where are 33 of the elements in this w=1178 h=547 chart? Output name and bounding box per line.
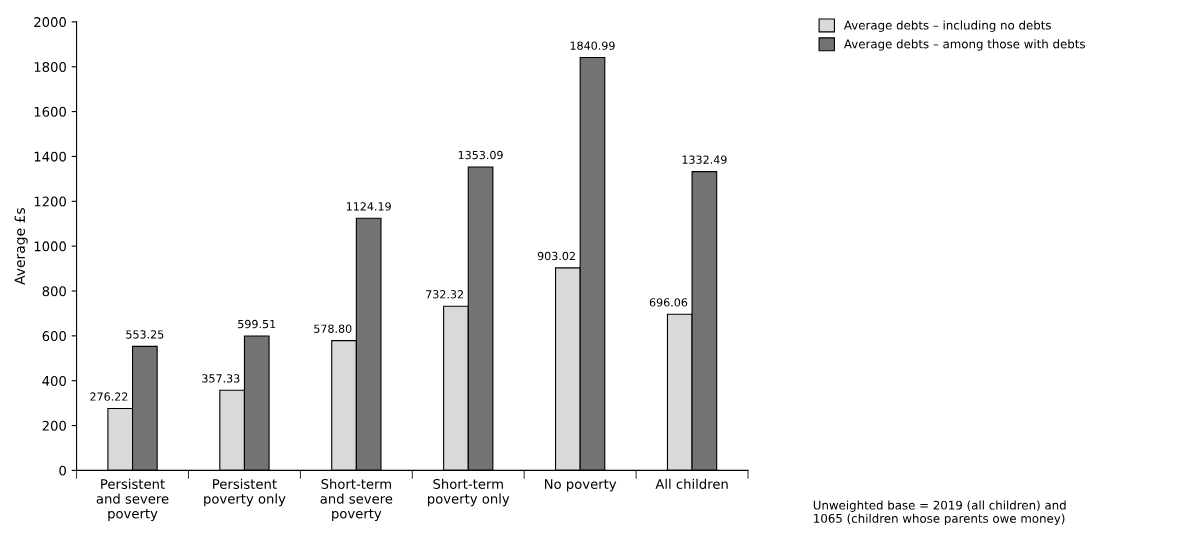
data-label: 1332.49 (682, 155, 727, 164)
y-tick-label: 1200 (34, 196, 66, 207)
x-tick-label: Persistent and severe poverty (96, 478, 169, 522)
legend-label: Average debts – including no debts (843, 20, 1051, 32)
x-tick-label: Short-term and severe poverty (320, 478, 393, 522)
data-label: 732.32 (426, 290, 463, 299)
data-label: 553.25 (126, 330, 164, 339)
y-tick-label: 600 (42, 331, 66, 342)
legend-label: Average debts – among those with debts (843, 39, 1085, 51)
data-label: 599.51 (238, 319, 276, 329)
x-tick-label: Persistent poverty only (204, 478, 286, 507)
y-tick-label: 800 (42, 286, 66, 297)
data-label: 903.02 (537, 251, 575, 261)
data-label: 1353.09 (458, 150, 503, 160)
data-label: 357.33 (202, 374, 240, 383)
x-tick-label: No poverty (545, 479, 617, 492)
data-label: 1840.99 (570, 41, 615, 50)
y-tick-label: 1800 (34, 61, 66, 72)
y-tick-label: 400 (42, 375, 66, 386)
data-label: 276.22 (90, 392, 128, 401)
y-tick-label: 1000 (34, 241, 66, 252)
y-tick-label: 1600 (34, 106, 66, 117)
data-label: 578.80 (314, 324, 352, 333)
y-tick-label: 1400 (34, 151, 66, 162)
y-tick-label: 2000 (34, 17, 66, 28)
x-tick-label: All children (655, 478, 728, 489)
data-label: 696.06 (649, 298, 688, 307)
y-tick-label: 200 (42, 420, 66, 431)
x-tick-label: Short-term poverty only (428, 478, 510, 507)
data-label: 1124.19 (346, 202, 391, 211)
y-axis-title: Average £s (14, 208, 28, 285)
text: Unweighted base = 2019 (all children) and 1065 (children whose parents owe money) (813, 500, 1066, 526)
y-tick-label: 0 (59, 465, 66, 476)
